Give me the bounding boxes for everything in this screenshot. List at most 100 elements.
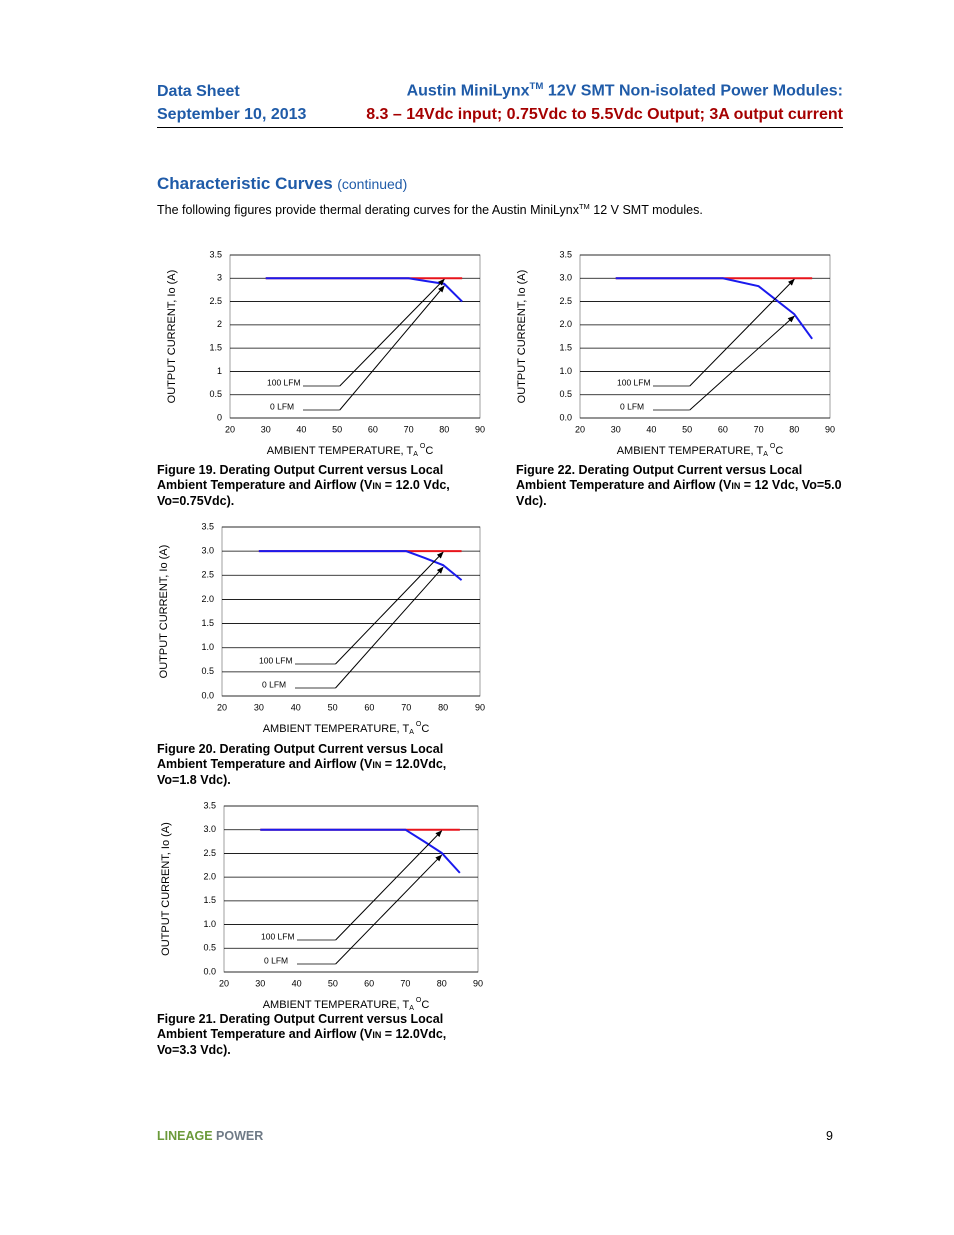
y-tick-label: 0: [217, 412, 222, 422]
y-tick-label: 1.0: [559, 366, 572, 376]
x-tick-label: 60: [364, 702, 374, 712]
caption-part: Figure 21. Derating Output Current versu…: [157, 1012, 444, 1041]
x-axis-label: AMBIENT TEMPERATURE, TAOC: [263, 997, 430, 1012]
y-axis-label: OUTPUT CURRENT, Io (A): [516, 270, 528, 404]
series-annotation: 0 LFM: [270, 401, 294, 411]
y-tick-label: 1.5: [209, 343, 222, 353]
x-tick-label: 50: [332, 424, 342, 434]
page-number: 9: [826, 1129, 833, 1143]
x-label-sub: A: [409, 1005, 414, 1012]
y-axis-label: OUTPUT CURRENT, Io (A): [160, 822, 172, 956]
x-tick-label: 70: [400, 978, 410, 988]
title-b: 12V SMT Non-isolated Power Modules:: [543, 82, 843, 100]
caption-part: = 12.0 Vdc, Vo=0.75Vdc).: [157, 478, 450, 508]
y-tick-label: 0.0: [201, 690, 214, 700]
series-line: [615, 277, 813, 340]
section-note: (continued): [337, 176, 408, 192]
y-tick-label: 3.0: [559, 273, 572, 283]
x-axis-label: AMBIENT TEMPERATURE, TAOC: [267, 443, 434, 458]
x-tick-label: 70: [401, 702, 411, 712]
brand-b: POWER: [212, 1129, 264, 1143]
y-tick-label: 2.0: [201, 594, 214, 604]
caption-part: = 12 Vdc, Vo=5.0 Vdc).: [516, 478, 842, 508]
intro: The following figures provide thermal de…: [157, 202, 703, 217]
x-label-end: C: [425, 445, 433, 457]
y-tick-label: 3.5: [201, 521, 214, 531]
x-label-sup: O: [770, 443, 776, 450]
plot-area: [579, 254, 831, 419]
y-tick-label: 0.5: [559, 389, 572, 399]
y-tick-label: 3.5: [559, 249, 572, 259]
x-label-sup: O: [416, 997, 422, 1004]
y-tick-label: 3.0: [203, 824, 216, 834]
y-tick-label: 3: [217, 273, 222, 283]
x-tick-label: 90: [825, 424, 835, 434]
plot-area: [229, 254, 481, 419]
y-tick-label: 0.5: [201, 666, 214, 676]
figure-caption: Figure 19. Derating Output Current versu…: [157, 463, 487, 509]
caption-part: IN: [372, 1030, 382, 1040]
footer-brand: LINEAGE POWER: [157, 1129, 263, 1143]
x-label-sub: A: [763, 451, 768, 458]
y-tick-label: 3.0: [201, 546, 214, 556]
caption-part: IN: [372, 760, 382, 770]
x-tick-label: 40: [291, 702, 301, 712]
x-tick-label: 60: [364, 978, 374, 988]
y-tick-label: 1.0: [201, 642, 214, 652]
x-tick-label: 20: [575, 424, 585, 434]
y-tick-label: 1.0: [203, 919, 216, 929]
x-axis-label: AMBIENT TEMPERATURE, TAOC: [617, 443, 784, 458]
y-tick-label: 2.0: [559, 319, 572, 329]
figure-caption: Figure 22. Derating Output Current versu…: [516, 463, 846, 509]
annotation-arrow: [339, 278, 445, 387]
title: Austin MiniLynxTM 12V SMT Non-isolated P…: [407, 81, 843, 100]
x-tick-label: 90: [473, 978, 483, 988]
x-tick-label: 80: [789, 424, 799, 434]
x-tick-label: 60: [718, 424, 728, 434]
y-tick-label: 2.0: [203, 872, 216, 882]
y-axis-label: OUTPUT CURRENT, Io (A): [166, 270, 178, 404]
series-annotation: 0 LFM: [264, 955, 288, 965]
x-label-end: C: [421, 723, 429, 735]
x-label-end: C: [775, 445, 783, 457]
x-tick-label: 90: [475, 702, 485, 712]
caption-part: IN: [731, 481, 741, 491]
caption-part: Figure 20. Derating Output Current versu…: [157, 742, 444, 771]
x-tick-label: 90: [475, 424, 485, 434]
x-tick-label: 30: [255, 978, 265, 988]
y-tick-label: 2.5: [209, 296, 222, 306]
y-tick-label: 0.5: [209, 389, 222, 399]
x-axis-label: AMBIENT TEMPERATURE, TAOC: [263, 721, 430, 736]
brand-a: LINEAGE: [157, 1129, 213, 1143]
x-tick-label: 40: [296, 424, 306, 434]
x-tick-label: 30: [254, 702, 264, 712]
section-title: Characteristic Curves: [157, 174, 333, 193]
series-line: [265, 277, 463, 303]
y-tick-label: 2.5: [203, 848, 216, 858]
x-tick-label: 30: [611, 424, 621, 434]
y-tick-label: 1.5: [201, 618, 214, 628]
x-label-sub: A: [409, 729, 414, 736]
series-annotation: 0 LFM: [262, 679, 286, 689]
section-heading: Characteristic Curves (continued): [157, 174, 407, 194]
y-tick-label: 1.5: [203, 895, 216, 905]
intro-tm: TM: [578, 202, 590, 211]
annotation-arrow: [335, 566, 444, 689]
caption-part: Figure 19. Derating Output Current versu…: [157, 463, 444, 492]
x-tick-label: 40: [646, 424, 656, 434]
doc-type: Data Sheet: [157, 83, 240, 100]
y-tick-label: 2.5: [201, 570, 214, 580]
caption-part: = 12.0Vdc, Vo=1.8 Vdc).: [157, 757, 447, 787]
y-tick-label: 2.5: [559, 296, 572, 306]
annotation-arrow: [335, 830, 443, 941]
header-rule: [157, 127, 843, 128]
intro-a: The following figures provide thermal de…: [157, 203, 579, 218]
x-tick-label: 20: [217, 702, 227, 712]
x-label-sub: A: [413, 451, 418, 458]
intro-b: 12 V SMT modules.: [589, 203, 703, 218]
series-annotation: 100 LFM: [267, 377, 301, 387]
caption-part: IN: [372, 481, 382, 491]
x-label-sup: O: [416, 721, 422, 728]
